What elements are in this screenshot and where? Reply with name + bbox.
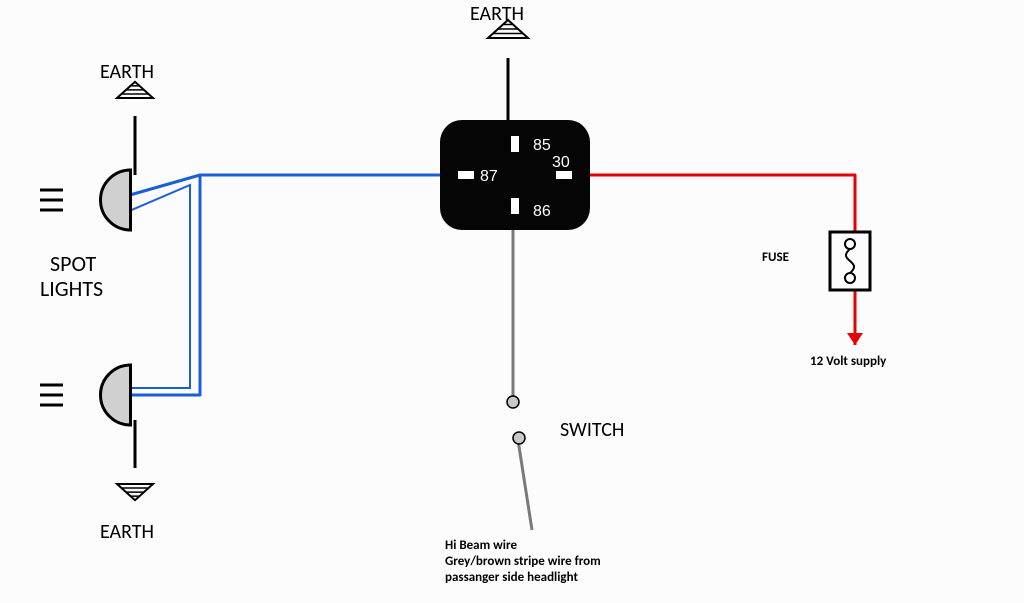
svg-text:86: 86 — [533, 203, 551, 220]
label-spot1: SPOT — [50, 250, 96, 277]
svg-text:85: 85 — [533, 137, 551, 154]
label-hibeam-3: passanger side headlight — [445, 570, 578, 585]
label-hibeam-2: Grey/brown stripe wire from — [445, 554, 601, 569]
svg-text:87: 87 — [480, 168, 498, 185]
label-hibeam-1: Hi Beam wire — [445, 538, 517, 553]
svg-text:30: 30 — [552, 154, 570, 171]
label-earth-left2: EARTH — [100, 520, 154, 544]
label-spot2: LIGHTS — [40, 275, 103, 302]
label-switch: SWITCH — [560, 418, 624, 442]
label-12v: 12 Volt supply — [810, 354, 886, 369]
label-earth-left1: EARTH — [100, 60, 154, 84]
wiring-diagram: 85 86 87 30 — [0, 0, 1024, 603]
label-fuse: FUSE — [762, 250, 789, 265]
label-earth-top: EARTH — [470, 2, 524, 26]
